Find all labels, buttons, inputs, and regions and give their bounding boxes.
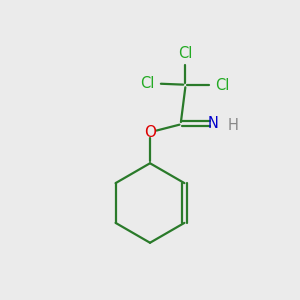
Text: H: H — [228, 118, 239, 134]
Text: O: O — [144, 125, 156, 140]
Text: Cl: Cl — [178, 46, 193, 61]
Text: N: N — [208, 116, 219, 131]
Text: Cl: Cl — [215, 78, 229, 93]
Text: Cl: Cl — [140, 76, 154, 91]
